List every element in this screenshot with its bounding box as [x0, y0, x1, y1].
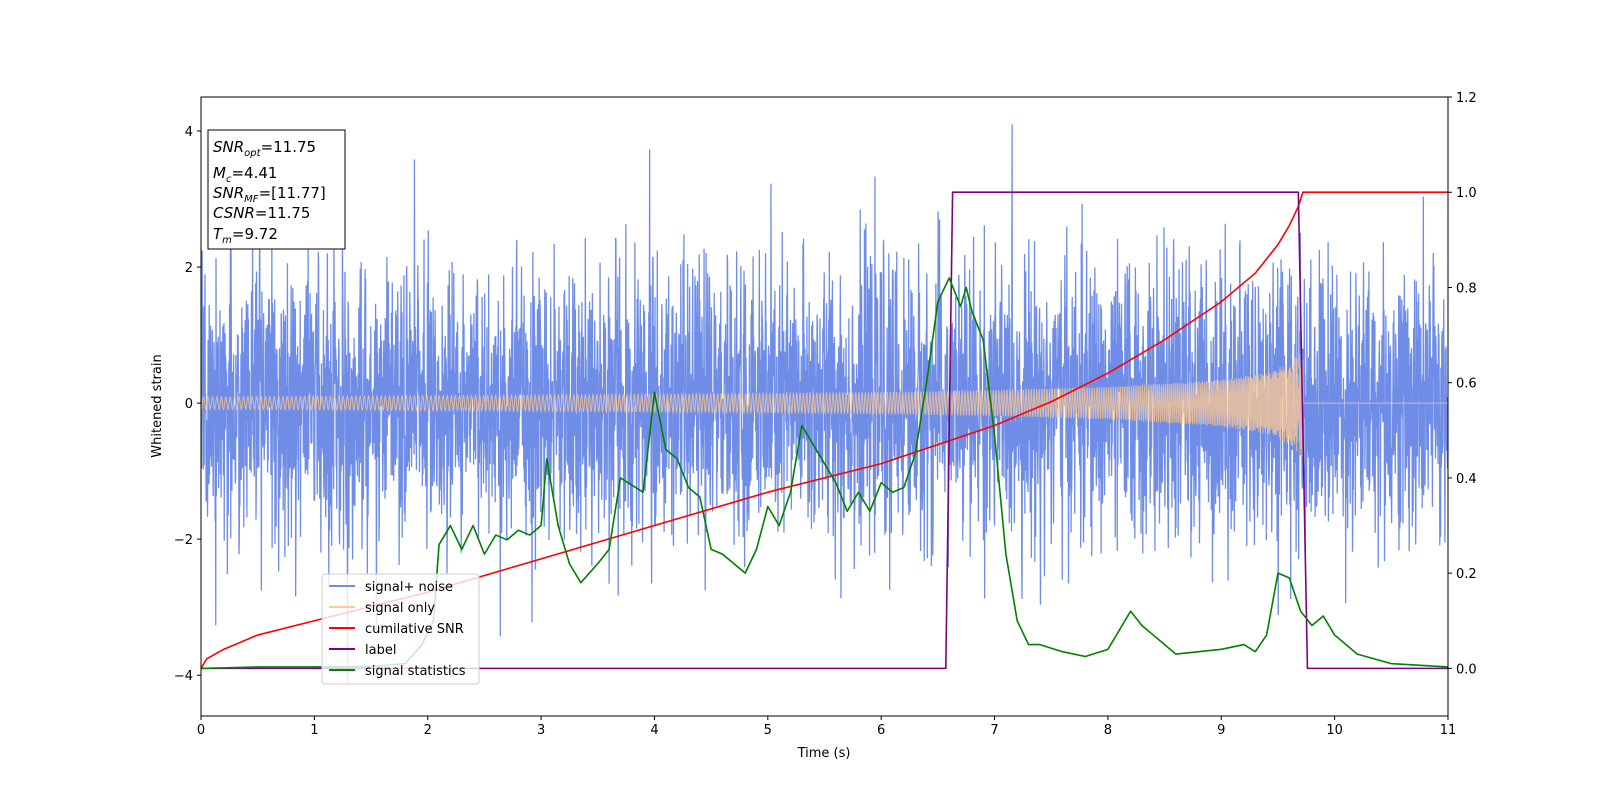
legend-label-signal-statistics: signal statistics — [365, 664, 466, 679]
x-tick-label: 11 — [1440, 723, 1457, 738]
x-tick-label: 8 — [1104, 723, 1112, 738]
y-right-tick-label: 0.8 — [1456, 281, 1477, 296]
info-box: SNRopt=11.75 Mc=4.41 SNRMF=[11.77] CSNR=… — [207, 129, 346, 250]
info-mc: Mc=4.41 — [213, 164, 277, 185]
x-tick-label: 1 — [310, 723, 318, 738]
x-tick-label: 9 — [1217, 723, 1225, 738]
x-tick-label: 7 — [990, 723, 998, 738]
series-label — [201, 191, 1448, 670]
legend-label-signal-only: signal only — [365, 601, 435, 616]
y-left-tick-label: 4 — [185, 125, 193, 140]
y-right-tick-label: 0.2 — [1456, 567, 1477, 582]
legend-label-cumulative-snr: cumilative SNR — [365, 622, 464, 637]
x-tick-label: 0 — [197, 723, 205, 738]
y-right-tick-label: 0.6 — [1456, 377, 1477, 392]
x-tick-label: 6 — [877, 723, 885, 738]
info-snr-mf: SNRMF=[11.77] — [213, 184, 326, 205]
x-tick-label: 3 — [537, 723, 545, 738]
series-signal-statistics — [201, 277, 1448, 670]
info-box-frame — [207, 129, 346, 250]
series-signal-only — [201, 354, 1448, 457]
plot-frame — [200, 96, 1449, 717]
y-right-tick-label: 1.0 — [1456, 186, 1477, 201]
info-snr-opt: SNRopt=11.75 — [213, 138, 316, 159]
x-axis-label: Time (s) — [797, 746, 851, 761]
info-csnr: CSNR=11.75 — [213, 204, 310, 222]
axes-layer: 0 1 2 3 4 5 6 7 8 9 10 11 −4 −2 0 2 4 0.0 0.2 0.4 0.6 0.8 1.0 1… — [174, 91, 1477, 738]
legend-label-label: label — [365, 643, 396, 658]
x-tick-label: 4 — [650, 723, 658, 738]
x-tick-label: 10 — [1326, 723, 1343, 738]
legend: signal+ noise signal only cumilative SNR… — [321, 573, 480, 685]
y-left-tick-label: −4 — [174, 669, 193, 684]
y-left-tick-label: 0 — [185, 397, 193, 412]
series-cumulative-snr — [201, 191, 1448, 669]
x-tick-label: 2 — [424, 723, 432, 738]
legend-frame — [321, 573, 480, 685]
y-left-tick-label: 2 — [185, 261, 193, 276]
info-tm: Tm=9.72 — [213, 225, 278, 246]
legend-label-signal-noise: signal+ noise — [365, 580, 453, 595]
y-right-tick-label: 1.2 — [1456, 91, 1477, 106]
y-left-tick-label: −2 — [174, 533, 193, 548]
y-axis-label: Whitened strain — [150, 354, 165, 457]
y-right-tick-label: 0.4 — [1456, 472, 1477, 487]
series-signal-noise — [201, 124, 1448, 682]
series-layer — [201, 124, 1448, 682]
x-tick-label: 5 — [764, 723, 772, 738]
y-right-tick-label: 0.0 — [1456, 662, 1477, 677]
